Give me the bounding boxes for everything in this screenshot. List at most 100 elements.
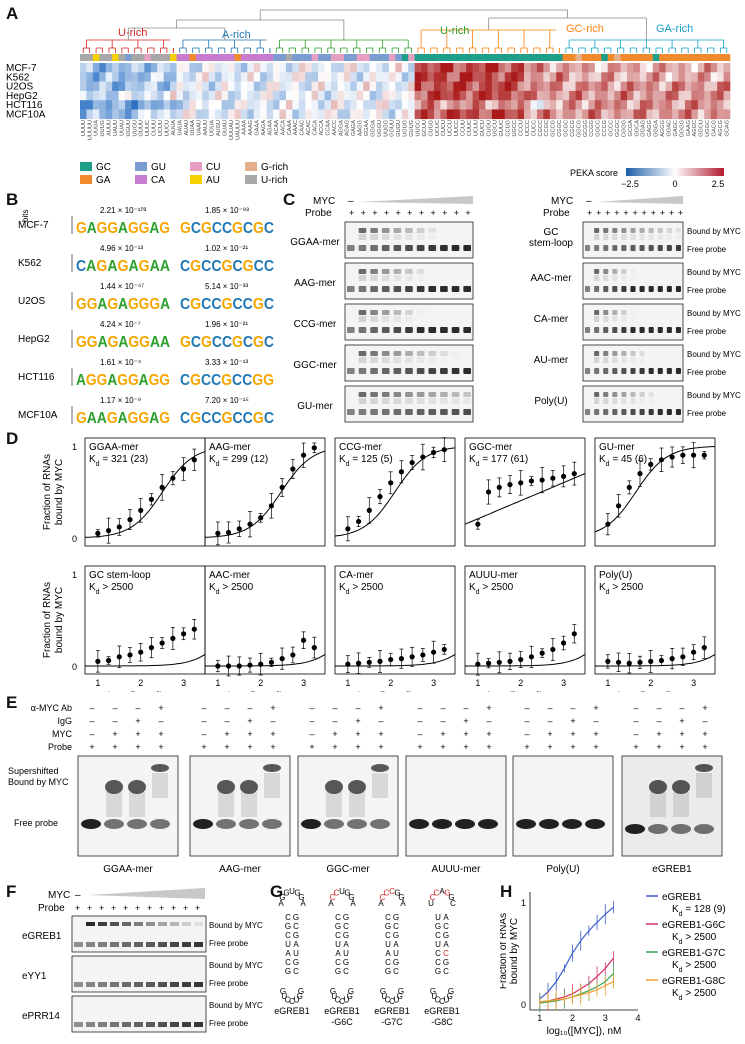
kmer-label: ACCA xyxy=(319,120,325,136)
free-probe-band xyxy=(393,327,402,333)
bound-band xyxy=(585,269,590,274)
plus-sign: + xyxy=(614,208,619,218)
kmer-class-cell xyxy=(112,54,119,61)
smear xyxy=(347,275,355,281)
heatmap-cell xyxy=(491,72,499,82)
kmer-label: UCUC xyxy=(435,120,441,136)
smear xyxy=(630,398,636,404)
heatmap-cell xyxy=(633,100,641,110)
heatmap-cell xyxy=(684,109,692,120)
free-probe-band xyxy=(110,982,119,987)
heatmap-cell xyxy=(273,63,280,73)
heatmap-cell xyxy=(536,63,544,73)
kmer-class-cell xyxy=(665,54,673,61)
kmer-class-cell xyxy=(569,54,576,61)
data-point xyxy=(279,484,285,490)
free-probe-band xyxy=(666,409,672,415)
legend-name: eGREB1 xyxy=(662,892,702,903)
heatmap-cell xyxy=(549,109,557,120)
data-point xyxy=(355,660,362,666)
heatmap-cell xyxy=(92,109,100,120)
kmer-label: AUGU xyxy=(216,120,222,136)
heatmap-cell xyxy=(652,72,660,82)
bound-band xyxy=(325,780,343,794)
bound-band xyxy=(603,310,609,315)
bound-band xyxy=(347,392,355,397)
series-line xyxy=(539,981,614,1003)
heatmap-cell xyxy=(466,90,473,101)
heatmap-cell xyxy=(588,63,596,73)
bound-label: Bound by MYC xyxy=(687,309,741,318)
plus-sign: + xyxy=(159,903,164,913)
data-point xyxy=(180,631,187,637)
legend-name: eGREB1-G7C xyxy=(662,948,725,959)
heatmap-cell xyxy=(305,90,312,101)
smear xyxy=(650,792,666,817)
heatmap-cell xyxy=(318,72,325,82)
condition-sign: + xyxy=(112,742,117,752)
condition-sign: – xyxy=(633,729,638,739)
panel-letter-g: G xyxy=(270,882,284,901)
data-point xyxy=(615,503,622,509)
heatmap-cell xyxy=(646,72,654,82)
plot-frame xyxy=(594,565,716,675)
heatmap-cell xyxy=(337,72,345,82)
free-probe-band xyxy=(657,245,663,251)
smear xyxy=(640,275,645,281)
kmer-label: UUCU xyxy=(164,120,170,136)
smear xyxy=(428,398,437,404)
x-tick-label: 2 xyxy=(388,678,393,688)
kmer-class-cell xyxy=(524,54,531,61)
kmer-label: GAAG xyxy=(686,120,692,136)
heatmap-cell xyxy=(665,63,673,73)
heatmap-cell xyxy=(710,109,718,120)
heatmap-cell xyxy=(446,72,454,82)
curve-title: GGC-mer xyxy=(469,442,513,453)
heatmap-cell xyxy=(453,109,461,120)
heatmap-cell xyxy=(298,72,306,82)
kmer-class-cell xyxy=(395,54,403,61)
heatmap-cell xyxy=(433,109,441,120)
kmer-label: UGGC xyxy=(705,120,711,137)
free-probe-band xyxy=(585,819,605,829)
heatmap-cell xyxy=(459,72,467,82)
heatmap-cell xyxy=(247,90,255,101)
free-probe-band xyxy=(648,327,654,333)
nucleotide: C xyxy=(335,996,341,1005)
data-point xyxy=(290,652,296,658)
heatmap-cell xyxy=(343,81,351,92)
heatmap-cell xyxy=(556,81,563,92)
bound-band xyxy=(648,228,654,233)
data-point xyxy=(300,637,307,643)
nucleotide: C xyxy=(439,997,445,1006)
x-axis-label: log₁₀([MYC]), nM xyxy=(108,691,183,692)
kmer-label: AAGA xyxy=(261,120,267,136)
condition-sign: – xyxy=(524,703,529,713)
kmer-class-cell xyxy=(382,54,390,61)
heatmap-cell xyxy=(594,100,602,110)
free-probe-band xyxy=(612,368,618,374)
kmer-label: UUUAU xyxy=(229,120,235,140)
nucleotide: U xyxy=(435,913,441,922)
heatmap-cell xyxy=(427,109,435,120)
heatmap-cell xyxy=(524,81,531,92)
bound-band xyxy=(416,269,425,274)
kmer-label: CUCC xyxy=(531,120,537,136)
x-tick-label: 4 xyxy=(635,1013,640,1023)
nucleotide: C xyxy=(385,913,391,922)
heatmap-cell xyxy=(137,81,145,92)
kd-value: Kd = 45 (6) xyxy=(599,454,647,468)
kmer-class-cell xyxy=(607,54,615,61)
kmer-class-cell xyxy=(163,54,171,61)
heatmap-cell xyxy=(382,81,390,92)
heatmap-cell xyxy=(697,109,705,120)
heatmap-cell xyxy=(440,90,448,101)
condition-sign: – xyxy=(89,716,94,726)
heatmap-cell xyxy=(343,72,351,82)
heatmap-cell xyxy=(215,81,222,92)
heatmap-cell xyxy=(627,72,634,82)
heatmap-cell xyxy=(343,109,351,120)
heatmap-cell xyxy=(408,90,415,101)
smear xyxy=(393,398,402,404)
heatmap-cell xyxy=(112,100,119,110)
